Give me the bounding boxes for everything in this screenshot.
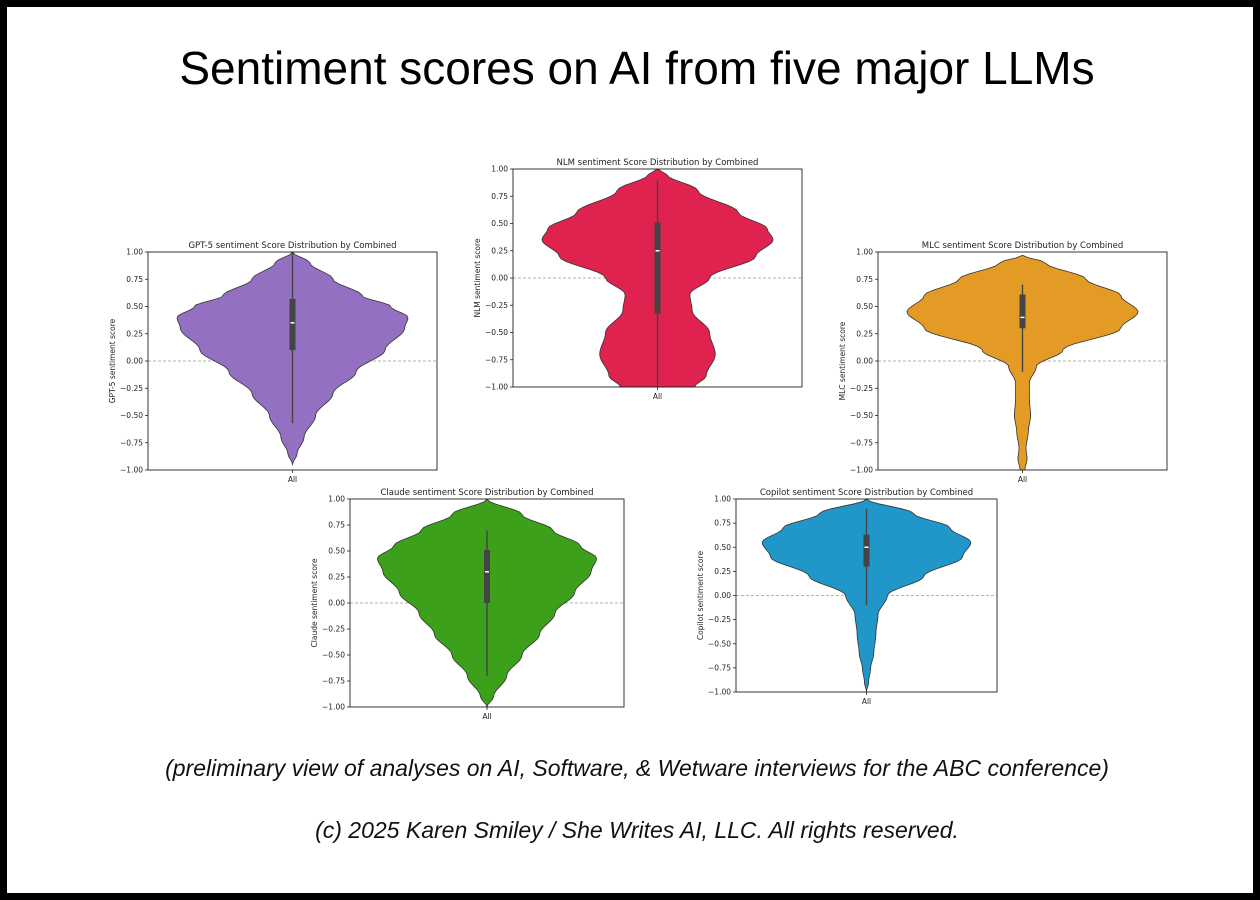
copilot-ytick-label: −0.50: [708, 639, 731, 648]
copilot-ytick-label: −0.75: [708, 663, 731, 672]
mlc-chart-title: MLC sentiment Score Distribution by Comb…: [922, 241, 1124, 251]
gpt5-ytick-label: 0.50: [126, 302, 143, 311]
claude-ytick-label: 0.25: [328, 573, 345, 582]
copilot-iqr-box: [863, 534, 870, 567]
gpt5-violin-chart: 1.00 0.75 0.50 0.25 0.00 −0.25 −0.50 −0.75 −1.00…: [108, 241, 438, 484]
claude-ytick-label: 0.50: [328, 547, 345, 556]
copilot-ytick-label: −0.25: [708, 615, 731, 624]
gpt5-ylabel: GPT-5 sentiment score: [108, 318, 117, 403]
claude-ytick-label: −1.00: [322, 703, 345, 712]
gpt5-ytick-label: −0.50: [120, 411, 143, 420]
copilot-ytick-label: 0.25: [714, 567, 731, 576]
claude-ytick-label: −0.25: [322, 625, 345, 634]
nlm-xtick-label: All: [653, 392, 662, 401]
copilot-ytick-label: 0.75: [714, 519, 731, 528]
copyright-notice: (c) 2025 Karen Smiley / She Writes AI, L…: [315, 817, 959, 843]
mlc-iqr-box: [1019, 294, 1026, 329]
claude-violin-chart: 1.00 0.75 0.50 0.25 0.00 −0.25 −0.50 −0.75 −1.00…: [310, 488, 625, 721]
nlm-violin-chart: 1.00 0.75 0.50 0.25 0.00 −0.25 −0.50 −0.75 −1.00…: [473, 158, 803, 401]
nlm-ytick-label: 0.50: [491, 219, 508, 228]
gpt5-ytick-label: 0.00: [126, 357, 143, 366]
gpt5-ytick-label: −0.75: [120, 438, 143, 447]
copilot-chart-title: Copilot sentiment Score Distribution by …: [760, 488, 973, 498]
nlm-ytick-label: −0.50: [485, 328, 508, 337]
nlm-ytick-label: 0.25: [491, 246, 508, 255]
gpt5-ytick-label: −0.25: [120, 384, 143, 393]
claude-ytick-label: 0.75: [328, 521, 345, 530]
nlm-ytick-label: −0.25: [485, 301, 508, 310]
mlc-violin-chart: 1.00 0.75 0.50 0.25 0.00 −0.25 −0.50 −0.75 −1.00…: [838, 241, 1168, 484]
mlc-ytick-label: 0.50: [856, 302, 873, 311]
gpt5-ytick-label: 0.25: [126, 329, 143, 338]
mlc-ytick-label: −1.00: [850, 466, 873, 475]
copilot-ytick-label: 1.00: [714, 495, 731, 504]
gpt5-iqr-box: [289, 298, 296, 351]
claude-ytick-label: −0.50: [322, 651, 345, 660]
copilot-ytick-label: 0.00: [714, 591, 731, 600]
copilot-ytick-label: −1.00: [708, 688, 731, 697]
claude-chart-title: Claude sentiment Score Distribution by C…: [380, 488, 593, 498]
gpt5-ytick-label: 1.00: [126, 248, 143, 257]
claude-xtick-label: All: [482, 712, 491, 721]
gpt5-ytick-label: −1.00: [120, 466, 143, 475]
nlm-ytick-label: 0.75: [491, 192, 508, 201]
mlc-xtick-label: All: [1018, 475, 1027, 484]
caption-preliminary: (preliminary view of analyses on AI, Sof…: [165, 755, 1109, 781]
gpt5-xtick-label: All: [288, 475, 297, 484]
claude-ytick-label: −0.75: [322, 677, 345, 686]
gpt5-ytick-label: 0.75: [126, 275, 143, 284]
copilot-ylabel: Copilot sentiment score: [696, 551, 705, 641]
copilot-xtick-label: All: [862, 697, 871, 706]
page-title: Sentiment scores on AI from five major L…: [179, 42, 1095, 94]
claude-ylabel: Claude sentiment score: [310, 558, 319, 647]
nlm-ylabel: NLM sentiment score: [473, 238, 482, 317]
mlc-ytick-label: 0.75: [856, 275, 873, 284]
gpt5-chart-title: GPT-5 sentiment Score Distribution by Co…: [188, 241, 396, 251]
nlm-chart-title: NLM sentiment Score Distribution by Comb…: [557, 158, 759, 168]
nlm-ytick-label: −0.75: [485, 355, 508, 364]
nlm-iqr-box: [654, 222, 661, 314]
mlc-ytick-label: 1.00: [856, 248, 873, 257]
mlc-ytick-label: −0.25: [850, 384, 873, 393]
mlc-ytick-label: 0.00: [856, 357, 873, 366]
mlc-ytick-label: −0.50: [850, 411, 873, 420]
copilot-violin-chart: 1.00 0.75 0.50 0.25 0.00 −0.25 −0.50 −0.75 −1.00…: [696, 488, 998, 706]
mlc-ytick-label: 0.25: [856, 329, 873, 338]
copilot-ytick-label: 0.50: [714, 543, 731, 552]
nlm-ytick-label: −1.00: [485, 383, 508, 392]
mlc-ylabel: MLC sentiment score: [838, 321, 847, 400]
nlm-ytick-label: 1.00: [491, 165, 508, 174]
claude-ytick-label: 1.00: [328, 495, 345, 504]
mlc-ytick-label: −0.75: [850, 438, 873, 447]
nlm-ytick-label: 0.00: [491, 274, 508, 283]
claude-ytick-label: 0.00: [328, 599, 345, 608]
claude-iqr-box: [484, 549, 490, 603]
